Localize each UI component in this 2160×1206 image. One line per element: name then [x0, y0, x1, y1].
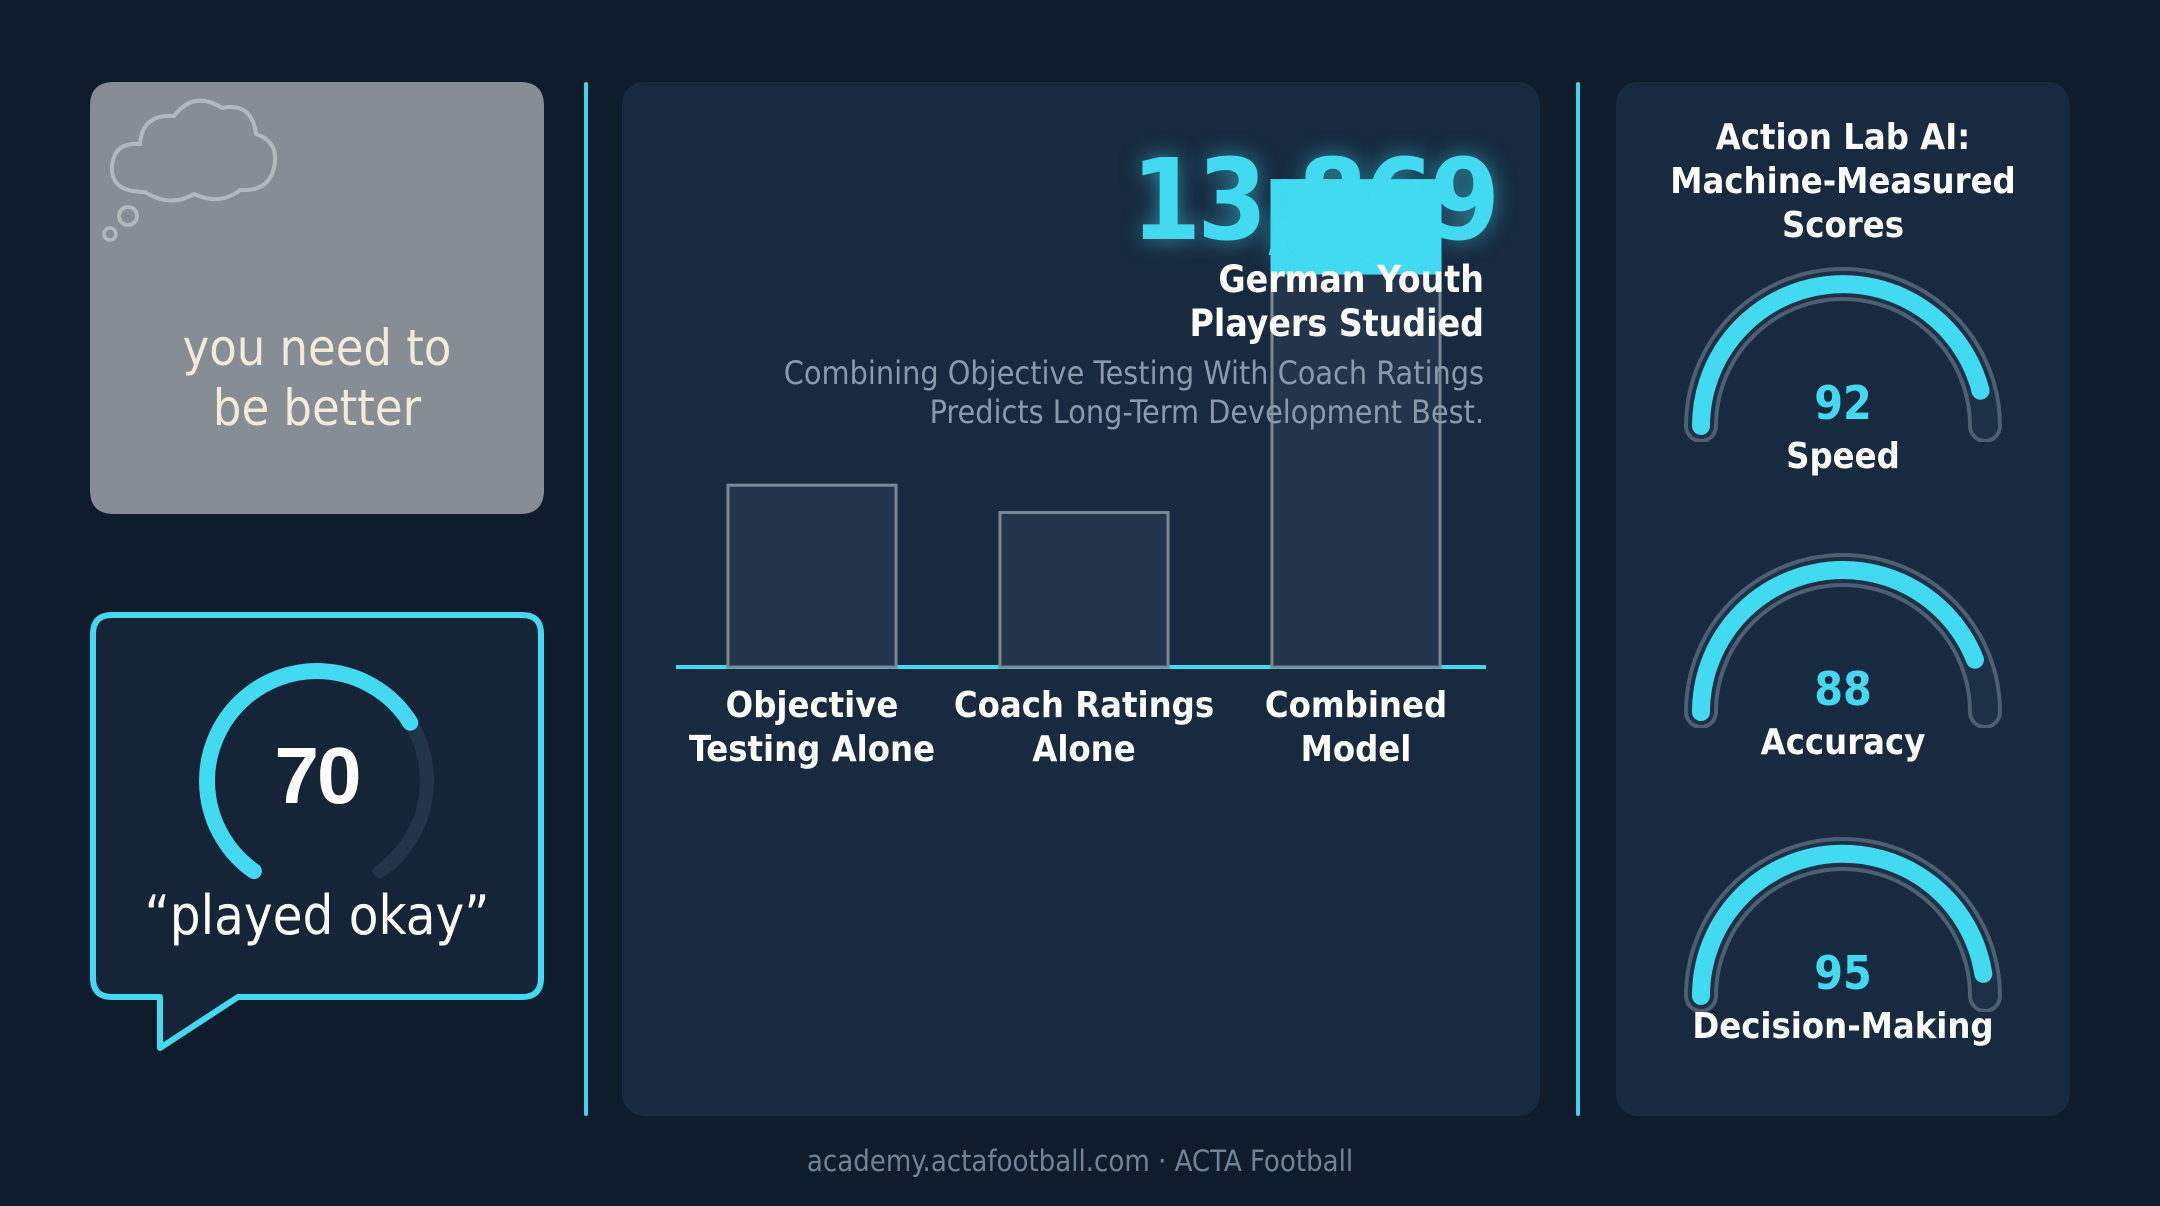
- ai-score-arc: [1684, 267, 2002, 442]
- ai-score-gauge-accuracy: 88 Accuracy: [1616, 538, 2070, 788]
- players-subtitle-line2: Players Studied: [1189, 302, 1484, 345]
- thought-bubble-shape: [90, 82, 544, 514]
- ai-scores-title-line2: Machine-Measured Scores: [1670, 161, 2016, 246]
- thought-text-line2: be better: [212, 379, 422, 437]
- bar-label-3: Combined Model: [1265, 685, 1447, 770]
- ai-scores-panel: Action Lab AI: Machine-Measured Scores 9…: [1616, 82, 2070, 1116]
- ai-scores-title-line1: Action Lab AI:: [1715, 117, 1971, 158]
- ai-score-label: Accuracy: [1760, 722, 1926, 763]
- divider-right: [1576, 82, 1580, 1116]
- ai-score-value: 92: [1814, 376, 1872, 430]
- study-description-line2: Predicts Long-Term Development Best.: [929, 393, 1484, 431]
- study-description-line1: Combining Objective Testing With Coach R…: [783, 354, 1484, 392]
- thought-text-line1: you need to: [182, 319, 452, 377]
- ai-score-arc-fill: [1692, 275, 1990, 435]
- coach-rating-bubble: 70 “played okay”: [90, 612, 544, 1052]
- bar-2: [998, 510, 1170, 669]
- bar-3-highlight: [1270, 179, 1442, 275]
- ai-score-label: Decision-Making: [1692, 1006, 1994, 1047]
- coach-rating-value: 70: [274, 731, 362, 820]
- study-description: Combining Objective Testing With Coach R…: [724, 354, 1484, 432]
- ai-score-label: Speed: [1786, 436, 1900, 477]
- ai-score-arc-fill: [1692, 561, 1984, 721]
- divider-left: [584, 82, 588, 1116]
- coach-rating-bubble-shape: [90, 612, 544, 1051]
- bar-1: [726, 483, 898, 669]
- ai-scores-title: Action Lab AI: Machine-Measured Scores: [1616, 116, 2070, 248]
- thought-text: you need to be better: [90, 318, 544, 438]
- coach-rating-gauge-fill: [199, 663, 419, 880]
- players-subtitle-line1: German Youth: [1218, 258, 1484, 301]
- study-panel: Objective Testing Alone Coach Ratings Alone…: [622, 82, 1540, 1116]
- bar-label-2: Coach Ratings Alone: [954, 685, 1214, 770]
- ai-score-gauge-decision-making: 95 Decision-Making: [1616, 822, 2070, 1072]
- ai-score-arc-fill: [1691, 844, 1993, 1005]
- ai-score-value: 95: [1814, 946, 1872, 1000]
- footer-credit: academy.actafootball.com · ACTA Football: [806, 1144, 1354, 1178]
- thought-bubble: you need to be better: [90, 82, 544, 514]
- ai-score-gauge-speed: 92 Speed: [1616, 252, 2070, 502]
- bar-label-1: Objective Testing Alone: [689, 685, 935, 770]
- players-subtitle: German Youth Players Studied: [1084, 258, 1484, 346]
- coach-rating-gauge: [199, 663, 434, 880]
- coach-rating-label: “played okay”: [144, 884, 490, 947]
- cloud-thought-icon: [102, 98, 278, 242]
- players-count: 13,869: [1131, 136, 1500, 266]
- ai-score-arc: [1684, 553, 2002, 728]
- ai-score-value: 88: [1814, 662, 1872, 716]
- ai-score-arc: [1684, 837, 2002, 1012]
